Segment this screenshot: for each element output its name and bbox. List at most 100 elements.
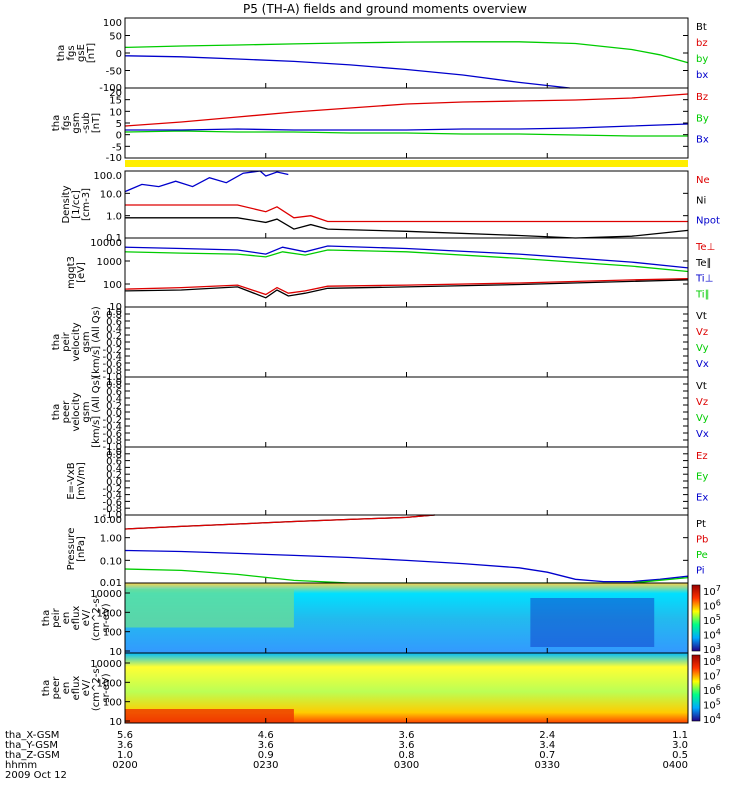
y-axis-label-line: Density [61,185,72,223]
legend-entry: Ez [696,451,708,462]
colorbar-tick-label: 104 [703,628,721,642]
y-tick-label: 0.6 [106,317,122,328]
ephemeris-value: 0230 [253,760,278,771]
series-line-Ti∥ [124,249,689,273]
y-tick-label: -0.4 [102,422,122,433]
y-axis-label-line: [nPa] [76,536,87,562]
series-line-Ne [125,204,688,223]
y-tick-label: 0.2 [106,470,122,481]
y-tick-label: 0.8 [106,380,122,391]
colorbar-tick-label: 107 [703,669,721,683]
ephemeris-value: 0200 [112,760,137,771]
series-line-By [124,130,688,137]
ephemeris-row-label: tha_Z-GSM [5,750,60,761]
y-tick-label: -5 [112,142,122,153]
y-tick-label: -0.2 [102,415,122,426]
y-axis-label: Pressure [nPa] [66,528,87,571]
y-tick-label: 0 [116,131,122,142]
legend-entry: Te∥ [695,258,712,269]
y-axis-label-line: en [61,682,72,695]
y-tick-label: -0.8 [102,366,122,377]
y-axis-label: tha peer velocity gsm [km/s] (All Qs) [51,376,102,448]
series-line-Npot [124,170,289,193]
ephemeris-value: 0400 [663,760,688,771]
ephemeris-value: 4.6 [258,730,274,741]
y-axis-label-line: tha [41,680,52,696]
legend-entry: Ni [696,195,706,206]
y-tick-label: -0.4 [102,491,122,502]
legend-entry: bz [696,38,708,49]
panel-temperature: 10000 1000 100 10 Te⊥ Te∥ Ti⊥ Ti∥ mgqt3 [eV] [66,237,715,313]
ephemeris-value: 1.1 [672,730,688,741]
y-tick-label: 10 [109,647,122,658]
series-line-Te∥ [124,279,689,299]
ephemeris-value: 3.6 [399,740,415,751]
y-axis-label-line: peer [61,400,72,424]
colorbar [691,654,701,722]
y-tick-label: 100 [103,628,122,639]
y-axis-label-line: velocity [71,322,82,361]
y-tick-label: 10.00 [93,515,122,526]
y-axis-label-line: gsm [81,331,92,352]
y-axis-label-line: peir [51,607,62,627]
y-axis-label: Density [1/cc] [cm-3] [61,185,92,223]
y-axis-label-line: (cm^2-s- [91,594,102,641]
y-tick-label: 0.8 [106,310,122,321]
y-axis-label: tha fgs gsm -sub [nT] [51,112,102,134]
legend-entry: Ey [696,472,708,483]
colorbar-tick-label: 107 [703,584,721,598]
spectrogram-feature [530,598,655,647]
y-tick-label: -1.0 [102,510,122,521]
y-tick-label: -0.8 [102,504,122,515]
legend-entry: Pe [696,550,708,561]
legend-entry: Bz [696,92,708,103]
y-axis-label-line: [eV] [76,262,87,283]
y-axis-label-line: en [61,612,72,625]
colorbar-tick-label: 104 [703,712,721,726]
y-tick-label: 10 [109,302,122,313]
y-tick-label: -0.6 [102,429,122,440]
y-tick-label: 10000 [90,238,122,249]
y-axis-label-line: -sub [81,112,92,134]
legend-entry: Vt [696,381,707,392]
series-line-Te⊥ [124,278,689,296]
panel-frame [124,376,689,448]
ephemeris-value: 3.6 [258,740,274,751]
y-axis-label-line: [km/s] (All Qs) [91,376,102,448]
legend-entry: Vx [696,359,709,370]
y-axis-label-line: gsE [76,44,87,62]
y-axis-label-line: Pressure [66,528,77,571]
y-axis-label-line: tha [56,45,67,61]
y-tick-label: 0.0 [106,338,122,349]
panel-pressure: 10.00 1.00 0.10 0.01 Pt Pb Pe Pi Pressure [nPa] [66,514,708,589]
y-axis-label-line: tha [51,404,62,420]
series-line-Bx [125,123,689,131]
y-axis-label-line: [1/cc] [71,190,82,219]
ephemeris-row-label: hhmm [5,760,37,771]
ephemeris-value: 1.0 [117,750,133,761]
y-tick-label: 1.0 [106,212,122,223]
y-tick-label: 15 [109,96,122,107]
y-tick-label: 10 [109,717,122,728]
y-tick-label: 1000 [97,678,122,689]
y-tick-label: -0.4 [102,352,122,363]
ephemeris-value: 2.4 [539,730,555,741]
y-axis-label-line: tha [41,610,52,626]
ephemeris-value: 5.6 [117,730,133,741]
ephemeris-value: 3.6 [117,740,133,751]
series-line-Bz [124,93,689,127]
y-axis-label-line: [nT] [91,113,102,133]
y-axis-label-line: peer [51,676,62,700]
y-axis-label-line: (cm^2-s- [91,664,102,711]
colorbar-tick-label: 106 [703,599,721,613]
panel-density: 100.0 10.0 1.0 0.1 Ne Ni Npot Density [1/cc] [cm-… [61,170,720,244]
y-tick-label: 0.2 [106,331,122,342]
spacecraft-state-bar [125,160,688,167]
spectrogram-feature [125,589,294,628]
y-tick-label: -50 [106,67,122,78]
y-tick-label: -1.0 [102,372,122,383]
